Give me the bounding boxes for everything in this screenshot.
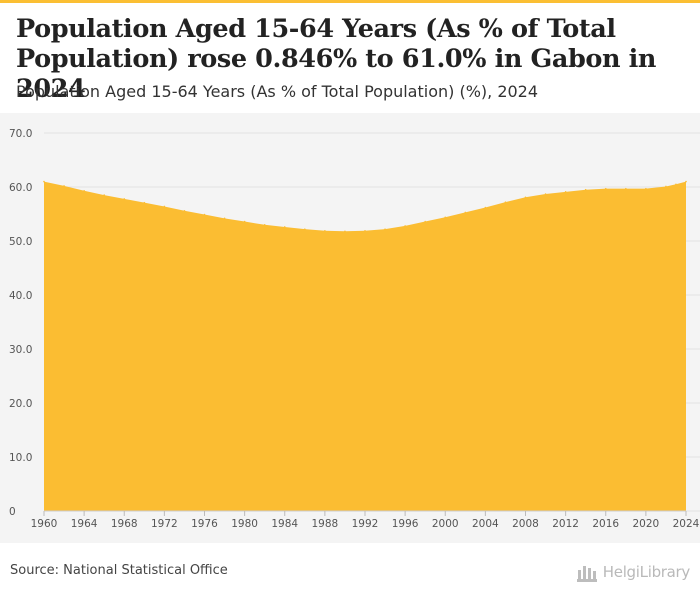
x-tick-label: 1996	[392, 518, 419, 530]
y-tick-label: 40.0	[9, 290, 32, 302]
data-point	[404, 225, 406, 227]
data-point	[364, 229, 366, 232]
x-tick-label: 1960	[31, 518, 58, 530]
x-tick-label: 1964	[71, 518, 98, 530]
data-point	[163, 205, 166, 208]
chart-subtitle: Population Aged 15-64 Years (As % of Tot…	[16, 82, 539, 101]
data-point	[564, 191, 567, 193]
area-chart: 0 10.0 20.0 30.0 40.0 50.0 60.0 70.0 1960 1964 196…	[9, 128, 700, 530]
data-point	[283, 226, 286, 228]
data-point	[263, 224, 266, 226]
data-point	[604, 187, 607, 190]
data-point	[645, 187, 647, 190]
data-point	[675, 183, 677, 186]
x-tick-label: 2024	[673, 518, 700, 530]
y-tick-label: 70.0	[9, 128, 32, 140]
data-point	[43, 180, 45, 183]
x-tick-label: 1976	[191, 518, 218, 530]
library-building-icon	[576, 566, 597, 582]
data-point	[464, 211, 467, 214]
chart-title: Population Aged 15-64 Years (As % of Tot…	[16, 14, 657, 104]
data-point	[324, 229, 326, 232]
data-point	[223, 217, 226, 220]
y-tick-label: 10.0	[9, 452, 32, 464]
x-tick-label: 2000	[432, 518, 459, 530]
x-tick-label: 1984	[271, 518, 298, 530]
y-tick-label: 0	[9, 506, 16, 518]
chart-header: Population Aged 15-64 Years (As % of Tot…	[0, 3, 700, 113]
x-tick-label: 1968	[111, 518, 138, 530]
logo-text: HelgiLibrary	[602, 563, 691, 581]
data-point	[143, 201, 146, 204]
x-tick-label: 1980	[231, 518, 258, 530]
data-point	[384, 228, 386, 230]
data-point	[344, 230, 346, 233]
data-point	[83, 189, 85, 192]
data-point	[103, 194, 105, 196]
series-area	[44, 181, 686, 511]
data-point	[123, 198, 126, 200]
data-point	[183, 209, 186, 212]
x-tick-label: 1988	[312, 518, 339, 530]
data-point	[504, 201, 507, 203]
data-point	[304, 228, 306, 230]
data-point	[685, 180, 687, 183]
x-tick-label: 1992	[352, 518, 379, 530]
y-tick-label: 60.0	[9, 182, 32, 194]
data-point	[524, 196, 527, 199]
x-tick-label: 2004	[472, 518, 499, 530]
x-tick-label: 1972	[151, 518, 178, 530]
x-tick-label: 2012	[552, 518, 579, 530]
source-note: Source: National Statistical Office	[10, 563, 228, 578]
data-point	[584, 188, 587, 191]
y-tick-label: 30.0	[9, 344, 32, 356]
data-point	[63, 185, 65, 187]
y-tick-label: 20.0	[9, 398, 32, 410]
x-tick-label: 2008	[512, 518, 539, 530]
data-point	[665, 185, 667, 188]
x-tick-label: 2020	[633, 518, 660, 530]
data-point	[203, 213, 206, 216]
helgi-library-logo[interactable]: HelgiLibrary	[576, 560, 690, 584]
data-point	[544, 193, 547, 195]
x-tick-label: 2016	[592, 518, 619, 530]
y-tick-label: 50.0	[9, 236, 32, 248]
data-point	[243, 220, 246, 223]
data-point	[484, 206, 487, 209]
data-point	[424, 220, 426, 223]
data-point	[625, 187, 627, 190]
data-point	[444, 216, 447, 219]
accent-bar	[0, 0, 700, 3]
